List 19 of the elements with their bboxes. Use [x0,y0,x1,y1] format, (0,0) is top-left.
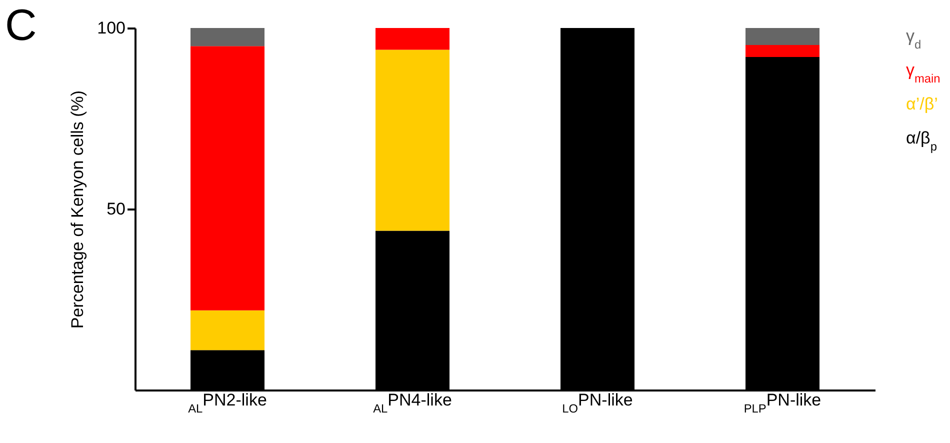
y-tick-label: 100 [97,18,126,38]
y-tick-label: 50 [106,200,126,218]
bar [746,45,820,57]
bar [376,50,450,231]
bar [746,28,820,46]
text: α’/β’ [906,94,938,114]
y-axis-title: Percentage of Kenyon cells (%) [68,90,88,329]
chart-title: C [5,1,37,50]
x-tick-label: $_{AL}$PN2-like [188,390,267,416]
x-tick-label: $_{AL}$PN4-like [373,390,452,416]
text: α/β$_{p}$ [906,128,938,154]
x-tick-label: $_{PLP}$PN-like [744,390,822,416]
bar [190,28,264,46]
bar [190,310,264,350]
text: γ$_{main}$ [906,60,940,86]
bar [190,46,264,310]
text: γ$_{d}$ [906,26,922,52]
x-tick-label: $_{LO}$PN-like [562,390,633,416]
bar [376,28,450,50]
